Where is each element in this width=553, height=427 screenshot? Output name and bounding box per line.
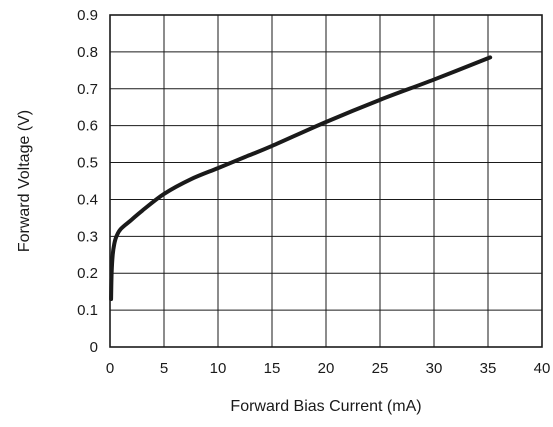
- plot-area-frame: [109, 14, 543, 348]
- y-tick-label: 0.5: [77, 155, 98, 172]
- x-tick-label: 5: [160, 360, 168, 377]
- y-axis-tick-labels: 0 0.1 0.2 0.3 0.4 0.5 0.6 0.7 0.8 0.9: [77, 7, 98, 356]
- x-tick-label: 0: [106, 360, 114, 377]
- grid: [109, 14, 543, 348]
- x-axis-tick-labels: 0 5 10 15 20 25 30 35 40: [106, 360, 551, 377]
- y-tick-label: 0.1: [77, 302, 98, 319]
- x-tick-label: 30: [426, 360, 443, 377]
- x-tick-label: 15: [264, 360, 281, 377]
- y-tick-label: 0: [90, 339, 98, 356]
- y-tick-label: 0.2: [77, 265, 98, 282]
- x-tick-label: 35: [480, 360, 497, 377]
- series-line: [109, 55, 493, 302]
- x-tick-label: 10: [210, 360, 227, 377]
- x-tick-label: 40: [534, 360, 551, 377]
- y-tick-label: 0.6: [77, 118, 98, 135]
- x-axis-title: Forward Bias Current (mA): [230, 398, 421, 415]
- y-tick-label: 0.3: [77, 228, 98, 245]
- x-tick-label: 25: [372, 360, 389, 377]
- y-axis-title: Forward Voltage (V): [16, 110, 33, 252]
- y-tick-label: 0.9: [77, 7, 98, 24]
- y-tick-label: 0.7: [77, 81, 98, 98]
- x-tick-label: 20: [318, 360, 335, 377]
- y-tick-label: 0.4: [77, 191, 98, 208]
- y-tick-label: 0.8: [77, 44, 98, 61]
